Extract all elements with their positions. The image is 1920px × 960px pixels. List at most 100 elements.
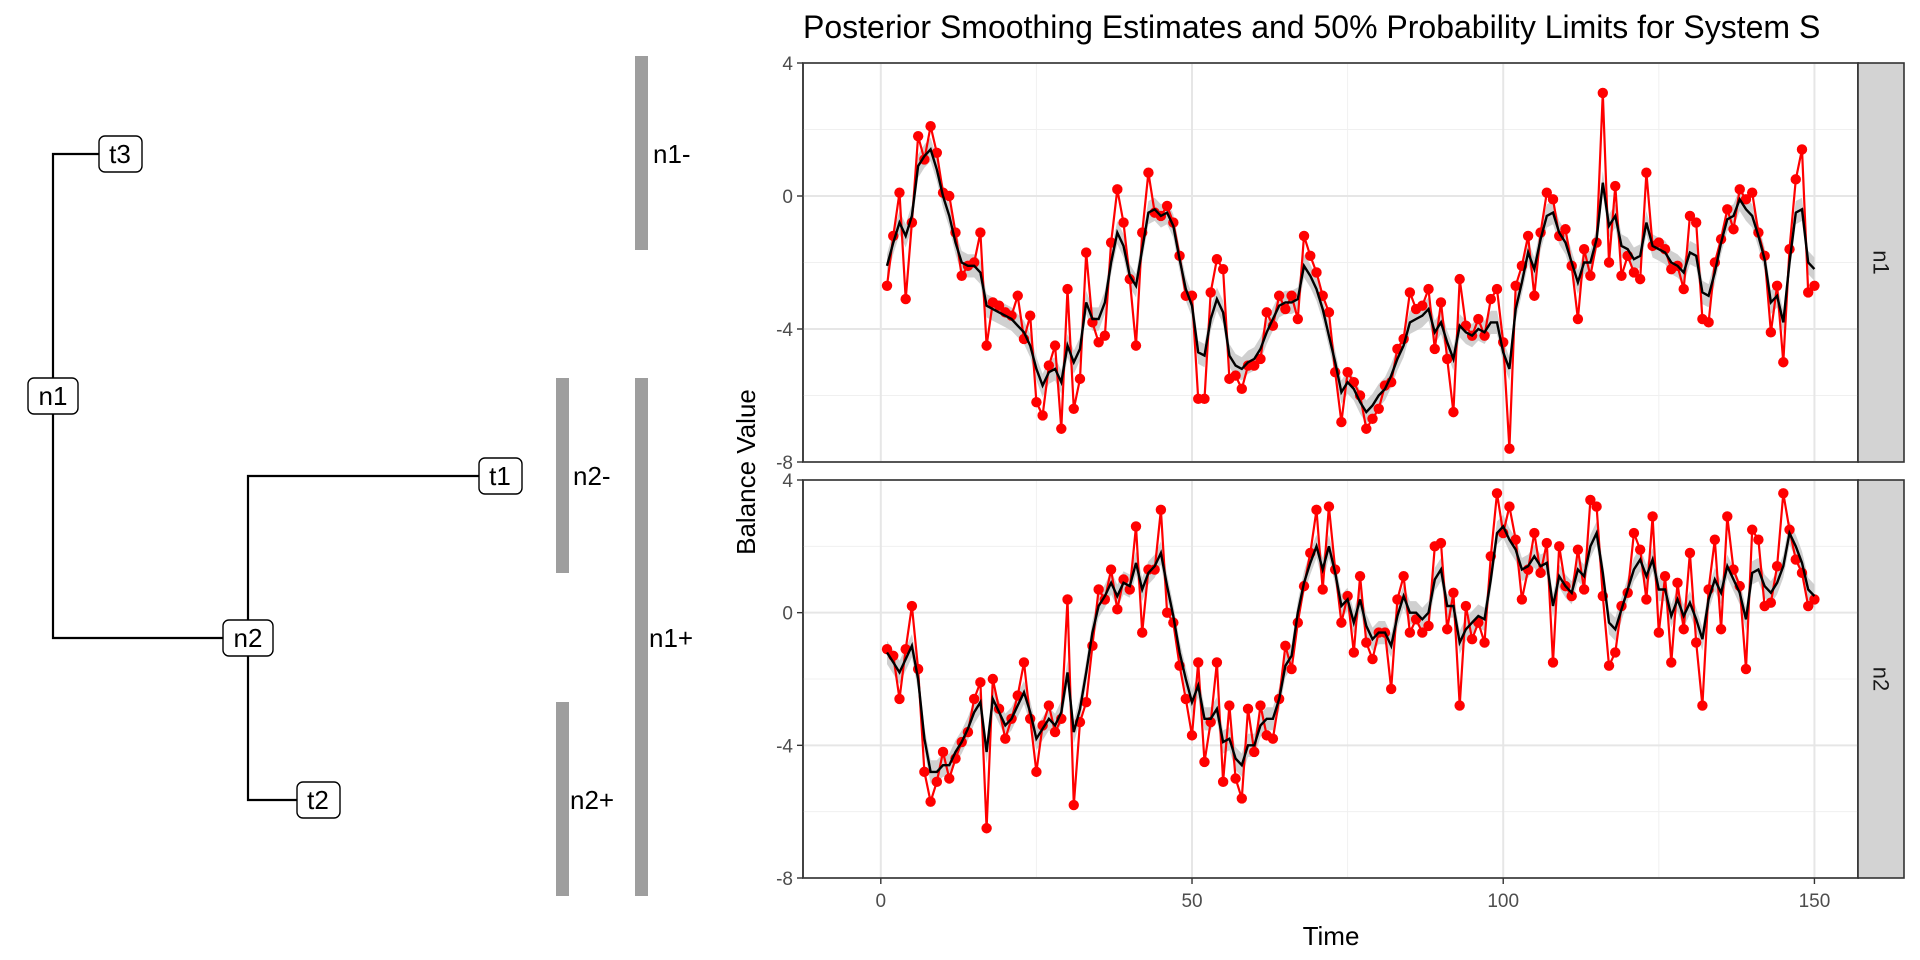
observed-point: [1211, 253, 1223, 265]
observed-point: [1610, 180, 1621, 192]
group-label-n2-minus: n2-: [573, 461, 611, 491]
observed-point: [1597, 87, 1609, 99]
edge-n2-t1: [246, 474, 500, 638]
observed-point: [1554, 541, 1565, 552]
observed-point: [1771, 561, 1783, 572]
observed-point: [1740, 194, 1752, 205]
observed-point: [1678, 624, 1689, 635]
observed-point: [1746, 524, 1758, 535]
observed-point: [1348, 647, 1360, 658]
observed-point: [1000, 733, 1011, 744]
observed-point: [1056, 423, 1067, 434]
observed-point: [1659, 570, 1671, 582]
observed-point: [1740, 663, 1752, 675]
observed-point: [1143, 167, 1154, 178]
observed-point: [881, 280, 893, 291]
observed-point: [1809, 280, 1820, 291]
observed-point: [1778, 488, 1789, 499]
observed-point: [1504, 443, 1515, 454]
observed-point: [1311, 504, 1322, 516]
observed-point: [1547, 194, 1559, 205]
observed-point: [1267, 733, 1279, 744]
observed-point: [1043, 360, 1055, 371]
observed-point: [1224, 700, 1235, 711]
observed-point: [1255, 353, 1266, 365]
observed-point: [1442, 353, 1453, 365]
group-bar-n1-minus: [635, 56, 648, 250]
observed-point: [1099, 330, 1111, 341]
observed-point: [1634, 544, 1646, 555]
y-tick-label: -4: [776, 320, 793, 341]
x-axis-title: Time: [1303, 921, 1360, 951]
observed-point: [1690, 217, 1702, 228]
y-tick-label: 0: [782, 187, 793, 208]
facet-panels: -8 -4 0 4 n1 -8 -4 0 4 n2 0 50 100 150: [776, 54, 1905, 912]
observed-point: [1130, 340, 1142, 351]
observed-point: [1771, 280, 1783, 291]
observed-point: [944, 773, 955, 784]
observed-point: [1460, 600, 1472, 612]
observed-point: [975, 677, 986, 688]
observed-point: [1211, 657, 1223, 668]
observed-point: [1417, 627, 1428, 638]
observed-point: [1249, 746, 1260, 758]
observed-point: [993, 300, 1005, 311]
observed-point: [1547, 657, 1559, 668]
observed-point: [1367, 413, 1378, 424]
facet-strip: [1857, 479, 1905, 879]
observed-point: [1790, 554, 1801, 565]
observed-point: [1510, 280, 1521, 291]
y-tick-label: 0: [782, 604, 793, 625]
x-tick-label: 50: [1181, 891, 1202, 912]
observed-point: [1404, 287, 1416, 298]
observed-point: [1031, 766, 1042, 778]
observed-point: [1236, 793, 1248, 804]
observed-point: [1641, 167, 1652, 178]
observed-point: [1610, 647, 1621, 658]
observed-point: [1566, 590, 1577, 602]
observed-point: [1373, 403, 1384, 414]
observed-point: [1454, 273, 1465, 285]
observed-point: [1473, 313, 1484, 325]
observed-point: [1616, 270, 1627, 281]
observed-point: [1703, 317, 1714, 328]
observed-point: [981, 340, 992, 351]
observed-point: [1273, 290, 1285, 301]
observed-point: [1081, 697, 1092, 708]
observed-point: [1155, 504, 1167, 516]
observed-point: [1112, 184, 1123, 195]
observed-point: [1043, 700, 1055, 711]
node-t2: t2: [296, 781, 341, 819]
observed-point: [912, 130, 924, 142]
observed-point: [1715, 624, 1727, 635]
observed-point: [1137, 627, 1148, 638]
observed-point: [900, 293, 911, 305]
observed-point: [1722, 511, 1733, 522]
observed-point: [1062, 594, 1073, 605]
observed-point: [1435, 537, 1447, 549]
observed-point: [1491, 488, 1503, 499]
observed-point: [1199, 756, 1210, 768]
observed-point: [1784, 524, 1795, 535]
node-label: n1: [39, 381, 68, 411]
observed-point: [1074, 373, 1086, 385]
observed-point: [1105, 564, 1117, 575]
observed-point: [1572, 544, 1584, 555]
observed-point: [1112, 604, 1123, 615]
node-label: n2: [234, 623, 263, 653]
observed-point: [1796, 144, 1808, 155]
observed-point: [1124, 584, 1135, 595]
observed-point: [1149, 564, 1160, 575]
observed-point: [1398, 570, 1409, 582]
observed-point: [1361, 637, 1372, 648]
y-tick-label: 4: [782, 54, 793, 75]
observed-point: [1678, 283, 1689, 295]
observed-point: [1529, 290, 1540, 301]
observed-point: [1342, 590, 1353, 602]
observed-point: [1591, 501, 1602, 512]
group-label-n1-minus: n1-: [653, 139, 691, 169]
observed-point: [1286, 290, 1297, 301]
observed-point: [1529, 527, 1540, 539]
observed-point: [1697, 700, 1708, 711]
observed-point: [1354, 570, 1366, 582]
